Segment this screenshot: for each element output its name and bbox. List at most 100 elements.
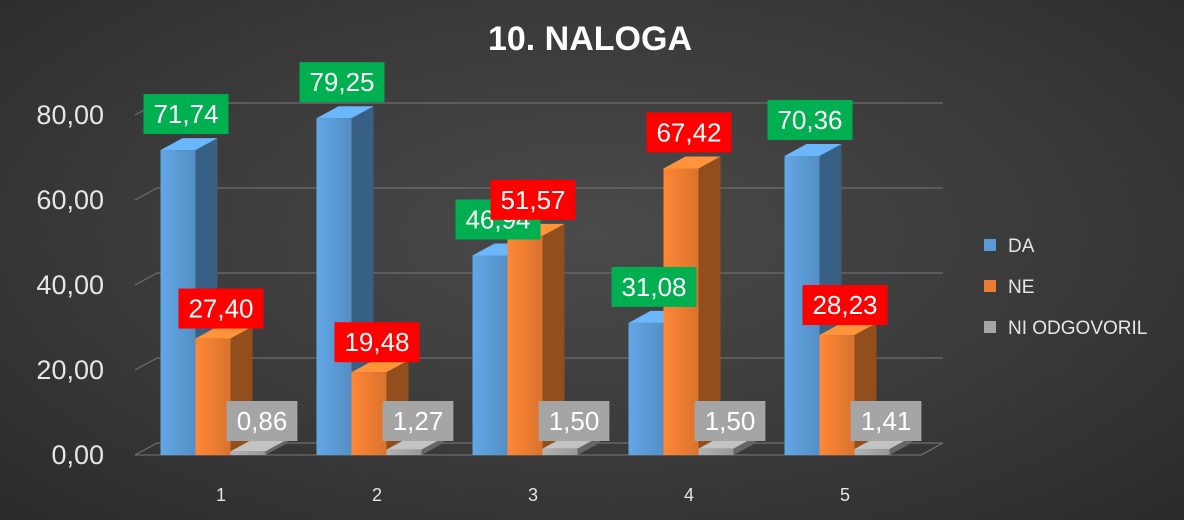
data-label: 1,50 [694, 401, 766, 441]
bar-side [421, 437, 444, 455]
data-label-text: 0,86 [237, 406, 288, 436]
legend-item: NI ODGOVORIL [984, 318, 1147, 339]
data-label: 0,86 [226, 401, 298, 441]
y-tick-label: 0,00 [51, 440, 104, 470]
bar-top [351, 360, 409, 373]
legend-item: DA [984, 236, 1035, 257]
floor-edge-depth [920, 442, 944, 456]
legend-swatch [984, 280, 996, 292]
x-tick-label: 4 [684, 485, 694, 505]
data-label-box [611, 266, 697, 307]
data-label-text: 31,08 [621, 272, 686, 302]
data-label-text: 1,27 [393, 406, 444, 436]
data-label-box [334, 322, 420, 363]
legend-swatch [984, 239, 996, 251]
data-label-text: 1,50 [705, 406, 756, 436]
data-label-box [299, 62, 385, 103]
bar-front [351, 372, 387, 455]
y-tick-label: 80,00 [36, 100, 104, 130]
bar-top [316, 106, 374, 119]
data-label-box [646, 112, 732, 153]
data-label-text: 79,25 [309, 67, 374, 97]
data-labels: 71,7427,400,8679,2519,481,2746,9451,571,… [143, 62, 922, 441]
data-label: 70,36 [767, 99, 853, 140]
bar-front [698, 448, 734, 455]
bar [230, 439, 288, 455]
y-tick-label: 60,00 [36, 185, 104, 215]
legend-label: DA [1008, 236, 1035, 257]
gridline-depth [134, 442, 158, 456]
y-tick-label: 20,00 [36, 355, 104, 385]
data-label-box [850, 401, 922, 441]
data-label-box [538, 401, 610, 441]
y-tick-label: 40,00 [36, 270, 104, 300]
data-label: 27,40 [178, 288, 264, 329]
y-axis-ticks: 0,00 20,00 40,00 60,00 80,00 [36, 100, 104, 470]
data-label-text: 27,40 [188, 294, 253, 324]
bar-front [507, 235, 543, 455]
legend-label: NE [1008, 277, 1034, 298]
data-label-text: 19,48 [344, 327, 409, 357]
bar-front [386, 449, 422, 455]
data-label: 51,57 [490, 179, 576, 220]
data-label-box [226, 401, 298, 441]
gridline-depth [134, 357, 158, 371]
bar-front [854, 449, 890, 455]
data-label: 31,08 [611, 266, 697, 307]
bar-top [819, 323, 877, 336]
bar-front [542, 448, 578, 455]
data-label-text: 70,36 [777, 105, 842, 135]
data-label: 1,41 [850, 401, 922, 441]
data-label: 79,25 [299, 62, 385, 103]
data-label: 1,27 [382, 401, 454, 441]
x-tick-label: 2 [372, 485, 382, 505]
bar-top [230, 439, 288, 452]
legend-label: NI ODGOVORIL [1008, 318, 1147, 339]
legend-item: NE [984, 277, 1034, 298]
data-label-box [178, 288, 264, 329]
bar-side [542, 223, 565, 455]
bar-top [160, 138, 218, 151]
bar-front [472, 255, 508, 455]
bar-side [733, 436, 756, 455]
data-label: 67,42 [646, 112, 732, 153]
chart-title: 10. NALOGA [488, 20, 692, 58]
legend-swatch [984, 321, 996, 333]
bar-side [577, 436, 600, 455]
bar-front [628, 322, 664, 455]
data-label-text: 28,23 [812, 290, 877, 320]
data-label-box [382, 401, 454, 441]
x-axis-ticks: 1 2 3 4 5 [216, 485, 850, 505]
bar-front [230, 451, 266, 455]
bar-side [889, 437, 912, 455]
bar-side [265, 439, 288, 455]
data-label-text: 67,42 [656, 117, 721, 147]
bar-front [195, 338, 231, 455]
data-label-text: 51,57 [500, 185, 565, 215]
data-label-box [490, 179, 576, 220]
data-label-box [143, 94, 229, 135]
bar [663, 156, 721, 455]
bar-side [698, 156, 721, 455]
bar-front [316, 118, 352, 455]
bar-top [195, 326, 253, 339]
bar-front [663, 168, 699, 455]
data-label-box [802, 285, 888, 326]
bar-top [784, 143, 842, 156]
data-label: 28,23 [802, 285, 888, 326]
bars [160, 106, 912, 456]
gridline-depth [134, 187, 158, 201]
x-tick-label: 3 [528, 485, 538, 505]
data-label-text: 71,74 [153, 99, 218, 129]
x-tick-label: 5 [840, 485, 850, 505]
x-tick-label: 1 [216, 485, 226, 505]
legend: DA NE NI ODGOVORIL [984, 236, 1147, 339]
data-label: 71,74 [143, 94, 229, 135]
bar-top [663, 156, 721, 169]
data-label-text: 1,50 [549, 406, 600, 436]
data-label-box [767, 99, 853, 140]
bar-front [819, 335, 855, 455]
data-label: 1,50 [538, 401, 610, 441]
